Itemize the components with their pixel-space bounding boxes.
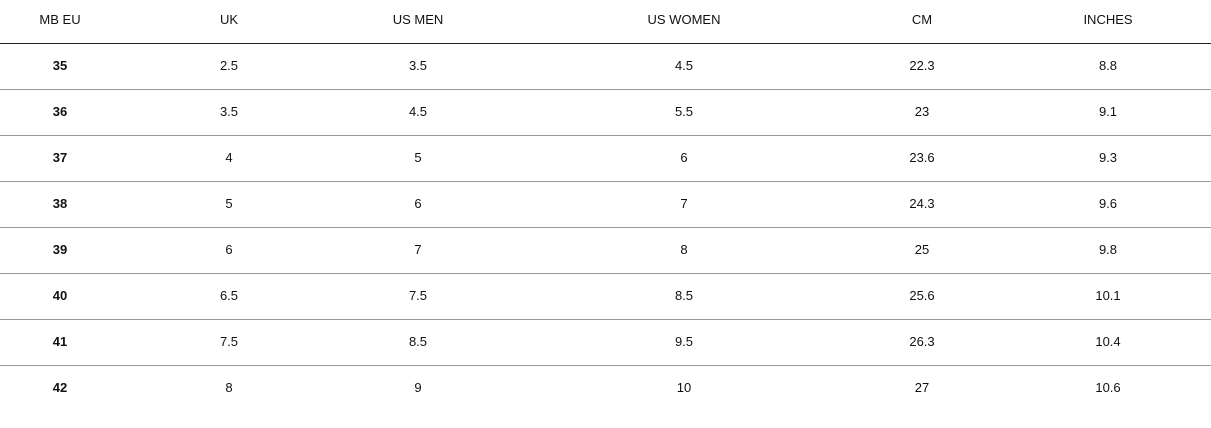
table-cell: 7.5 bbox=[219, 334, 239, 349]
table-cell: 9.3 bbox=[1098, 150, 1118, 165]
row-divider bbox=[0, 135, 1211, 136]
table-cell: 41 bbox=[52, 334, 68, 349]
header-cell: US WOMEN bbox=[647, 12, 721, 27]
table-cell: 9.1 bbox=[1098, 104, 1118, 119]
table-cell: 2.5 bbox=[219, 58, 239, 73]
table-cell: 4.5 bbox=[674, 58, 694, 73]
table-cell: 6.5 bbox=[219, 288, 239, 303]
table-cell: 9.8 bbox=[1098, 242, 1118, 257]
header-divider bbox=[0, 43, 1211, 44]
row-divider bbox=[0, 181, 1211, 182]
table-cell: 37 bbox=[52, 150, 68, 165]
table-cell: 27 bbox=[914, 380, 930, 395]
row-divider bbox=[0, 365, 1211, 366]
table-cell: 5.5 bbox=[674, 104, 694, 119]
table-cell: 9.5 bbox=[674, 334, 694, 349]
row-divider bbox=[0, 227, 1211, 228]
table-cell: 4.5 bbox=[408, 104, 428, 119]
table-cell: 10.6 bbox=[1095, 380, 1121, 395]
table-cell: 7 bbox=[680, 196, 688, 211]
table-cell: 35 bbox=[52, 58, 68, 73]
header-cell: CM bbox=[911, 12, 933, 27]
header-cell: UK bbox=[219, 12, 239, 27]
row-divider bbox=[0, 273, 1211, 274]
header-cell: US MEN bbox=[392, 12, 444, 27]
table-cell: 38 bbox=[52, 196, 68, 211]
table-cell: 22.3 bbox=[909, 58, 935, 73]
table-cell: 6 bbox=[414, 196, 422, 211]
table-cell: 4 bbox=[225, 150, 233, 165]
table-cell: 10 bbox=[676, 380, 692, 395]
header-cell: INCHES bbox=[1083, 12, 1133, 27]
table-cell: 10.1 bbox=[1095, 288, 1121, 303]
table-cell: 8.8 bbox=[1098, 58, 1118, 73]
table-cell: 8 bbox=[225, 380, 233, 395]
table-cell: 6 bbox=[225, 242, 233, 257]
table-cell: 9.6 bbox=[1098, 196, 1118, 211]
table-cell: 40 bbox=[52, 288, 68, 303]
table-cell: 25 bbox=[914, 242, 930, 257]
header-cell: MB EU bbox=[39, 12, 81, 27]
table-cell: 10.4 bbox=[1095, 334, 1121, 349]
table-cell: 3.5 bbox=[219, 104, 239, 119]
table-cell: 9 bbox=[414, 380, 422, 395]
table-cell: 36 bbox=[52, 104, 68, 119]
table-cell: 5 bbox=[414, 150, 422, 165]
row-divider bbox=[0, 319, 1211, 320]
table-cell: 42 bbox=[52, 380, 68, 395]
table-cell: 5 bbox=[225, 196, 233, 211]
table-cell: 23.6 bbox=[909, 150, 935, 165]
table-cell: 7 bbox=[414, 242, 422, 257]
table-cell: 26.3 bbox=[909, 334, 935, 349]
table-cell: 23 bbox=[914, 104, 930, 119]
table-cell: 39 bbox=[52, 242, 68, 257]
table-cell: 8 bbox=[680, 242, 688, 257]
table-cell: 7.5 bbox=[408, 288, 428, 303]
table-cell: 24.3 bbox=[909, 196, 935, 211]
row-divider bbox=[0, 89, 1211, 90]
table-cell: 8.5 bbox=[674, 288, 694, 303]
table-cell: 6 bbox=[680, 150, 688, 165]
table-cell: 3.5 bbox=[408, 58, 428, 73]
table-cell: 25.6 bbox=[909, 288, 935, 303]
table-cell: 8.5 bbox=[408, 334, 428, 349]
